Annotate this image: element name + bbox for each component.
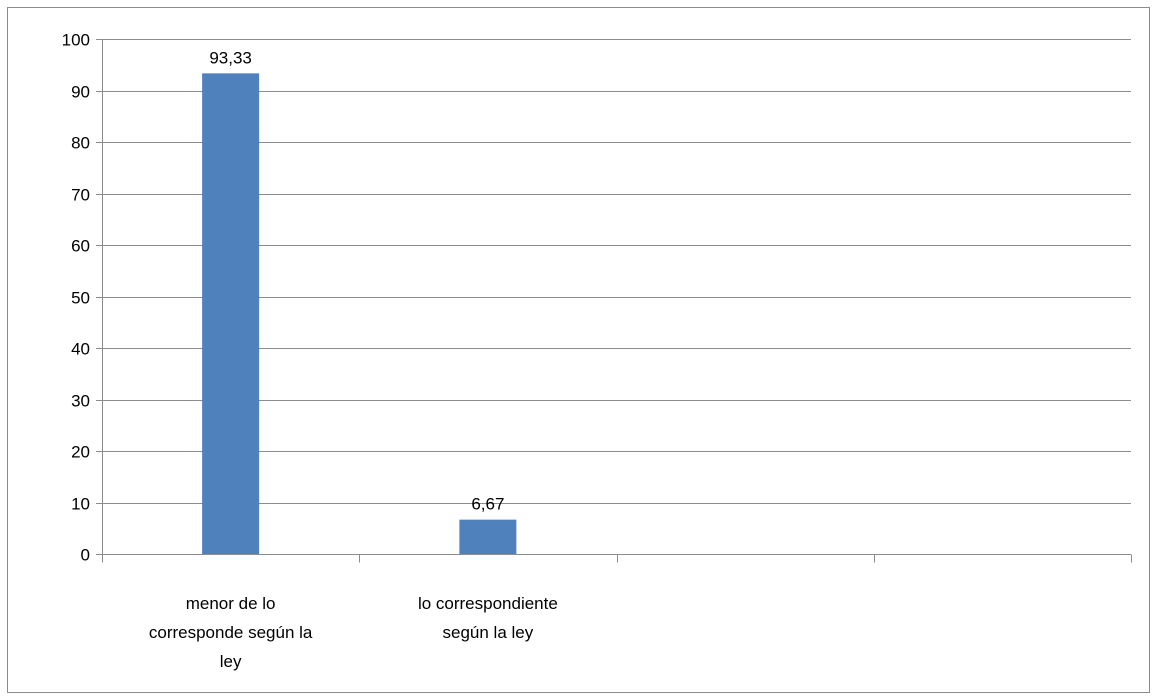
y-tick-label-20: 20: [71, 443, 90, 462]
y-tick-label-70: 70: [71, 186, 90, 205]
y-tick-label-0: 0: [81, 546, 90, 565]
y-tick-label-90: 90: [71, 83, 90, 102]
data-label-0: 93,33: [209, 48, 252, 67]
y-tick-label-80: 80: [71, 134, 90, 153]
category-label-0-line-1: corresponde según la: [149, 623, 313, 642]
y-tick-label-60: 60: [71, 237, 90, 256]
y-tick-label-30: 30: [71, 392, 90, 411]
y-tick-label-10: 10: [71, 495, 90, 514]
category-label-1-line-0: lo correspondiente: [418, 594, 558, 613]
data-label-1: 6,67: [471, 495, 504, 514]
bar-1: [459, 519, 517, 554]
y-tick-label-40: 40: [71, 340, 90, 359]
chart-frame: [7, 7, 1150, 693]
y-tick-label-100: 100: [62, 31, 90, 50]
category-label-1-line-1: según la ley: [443, 623, 534, 642]
category-label-0-line-2: ley: [220, 652, 242, 671]
y-tick-label-50: 50: [71, 289, 90, 308]
bar-0: [202, 73, 260, 555]
category-label-0-line-0: menor de lo: [186, 594, 276, 613]
